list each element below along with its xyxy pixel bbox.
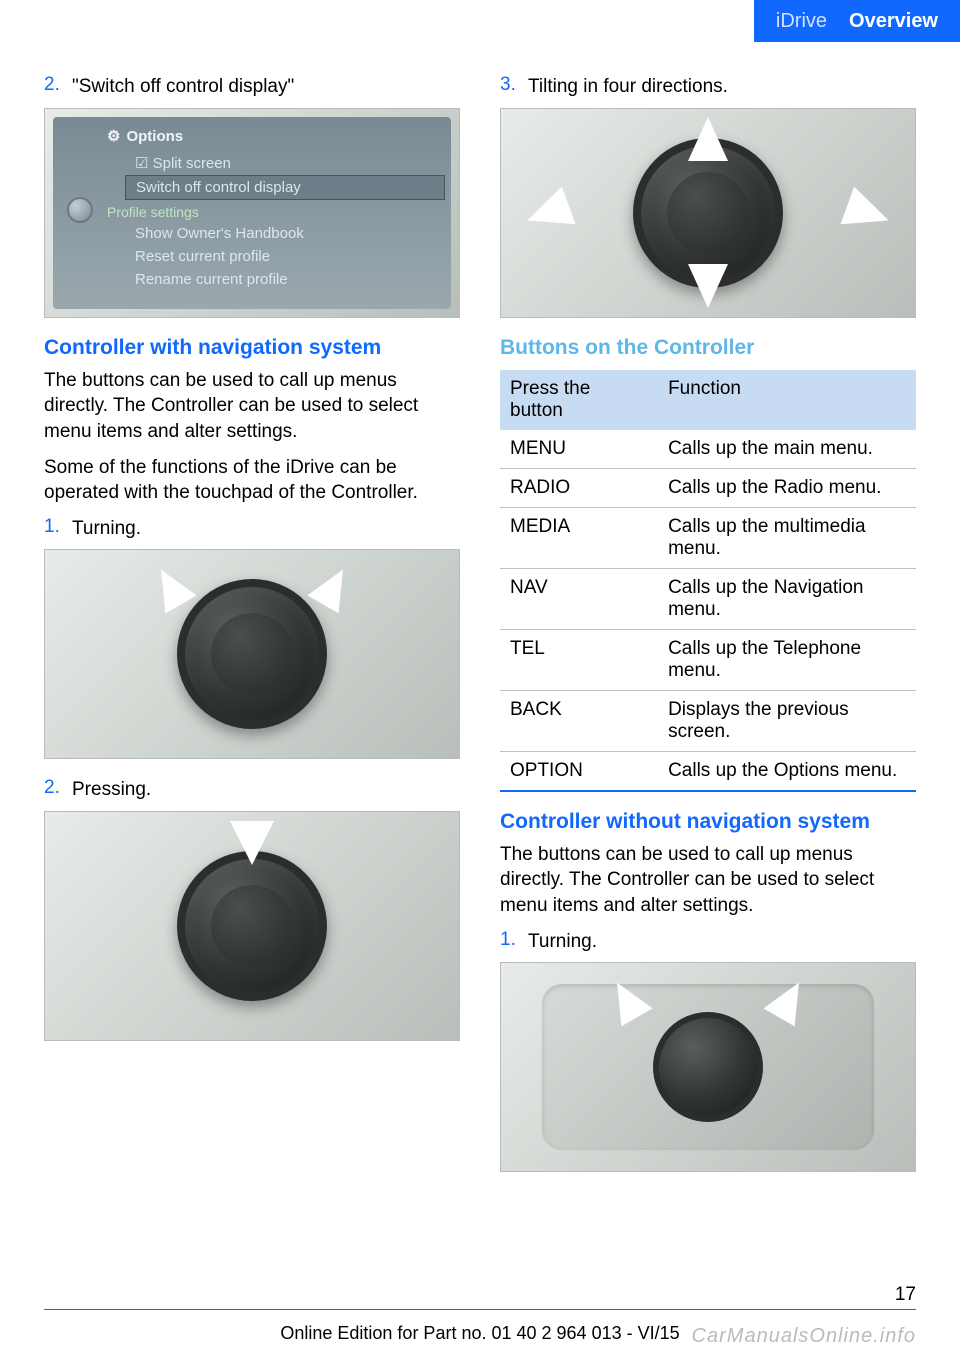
- press-arrow-icon: [230, 821, 274, 865]
- list-text: Turning.: [72, 516, 141, 542]
- options-row-text: Split screen: [153, 155, 231, 172]
- footer-divider: [44, 1309, 916, 1310]
- left-column: 2. "Switch off control display" ⚙ Options…: [44, 74, 460, 1190]
- table-cell-button: MEDIA: [500, 507, 658, 568]
- options-title: ⚙ Options: [107, 127, 445, 145]
- table-header-function: Function: [658, 370, 916, 430]
- controller-knob-icon: [177, 579, 327, 729]
- rotate-arrow-icon: [145, 561, 196, 614]
- right-column: 3. Tilting in four directions. Buttons o…: [500, 74, 916, 1190]
- content-area: 2. "Switch off control display" ⚙ Options…: [0, 42, 960, 1190]
- options-screen-illustration: ⚙ Options ☑ Split screen Switch off contr…: [44, 108, 460, 318]
- table-cell-button: OPTION: [500, 751, 658, 791]
- list-item-2: 2. "Switch off control display": [44, 74, 460, 100]
- step-2-pressing: 2. Pressing.: [44, 777, 460, 803]
- options-row-switch-selected: Switch off control display: [125, 175, 445, 200]
- table-cell-button: BACK: [500, 690, 658, 751]
- table-row: NAV Calls up the Navigation menu.: [500, 568, 916, 629]
- table-header-button: Press the button: [500, 370, 658, 430]
- options-row-split: ☑ Split screen: [125, 151, 445, 175]
- paragraph-nonav: The buttons can be used to call up menus…: [500, 842, 916, 919]
- list-number: 2.: [44, 74, 72, 100]
- tilt-arrow-icon: [688, 264, 728, 308]
- controller-knob-small-icon: [653, 1012, 763, 1122]
- heading-controller-nav: Controller with navigation system: [44, 336, 460, 360]
- tilt-arrow-icon: [520, 186, 575, 239]
- paragraph-controller-1: The buttons can be used to call up menus…: [44, 368, 460, 445]
- table-cell-function: Calls up the multimedia menu.: [658, 507, 916, 568]
- table-row: MEDIA Calls up the multimedia menu.: [500, 507, 916, 568]
- table-cell-function: Calls up the Radio menu.: [658, 468, 916, 507]
- header-section: iDrive: [776, 10, 827, 33]
- list-text: Pressing.: [72, 777, 151, 803]
- tilt-arrow-icon: [688, 117, 728, 161]
- list-number: 3.: [500, 74, 528, 100]
- page-number: 17: [895, 1284, 916, 1306]
- table-cell-button: RADIO: [500, 468, 658, 507]
- nonav-turning-illustration: [500, 962, 916, 1172]
- options-screen: ⚙ Options ☑ Split screen Switch off contr…: [53, 117, 451, 309]
- buttons-table: Press the button Function MENU Calls up …: [500, 370, 916, 792]
- table-row: MENU Calls up the main menu.: [500, 430, 916, 469]
- gear-icon: ⚙: [107, 127, 120, 145]
- table-cell-function: Calls up the Navigation menu.: [658, 568, 916, 629]
- table-cell-function: Calls up the Options menu.: [658, 751, 916, 791]
- step-1-turning: 1. Turning.: [44, 516, 460, 542]
- heading-controller-nonav: Controller without navigation system: [500, 810, 916, 834]
- options-row-rename: Rename current profile: [125, 268, 445, 291]
- list-item-3: 3. Tilting in four directions.: [500, 74, 916, 100]
- table-row: TEL Calls up the Telephone menu.: [500, 629, 916, 690]
- list-number: 1.: [44, 516, 72, 542]
- list-number: 2.: [44, 777, 72, 803]
- table-cell-button: NAV: [500, 568, 658, 629]
- pressing-illustration: [44, 811, 460, 1041]
- checkbox-icon: ☑: [135, 155, 153, 172]
- table-row: OPTION Calls up the Options menu.: [500, 751, 916, 791]
- list-text: Tilting in four directions.: [528, 74, 728, 100]
- table-cell-button: TEL: [500, 629, 658, 690]
- options-row-reset: Reset current profile: [125, 245, 445, 268]
- list-text: Turning.: [528, 929, 597, 955]
- paragraph-controller-2: Some of the functions of the iDrive can …: [44, 455, 460, 506]
- options-title-text: Options: [126, 128, 183, 145]
- rotate-arrow-icon: [308, 561, 359, 614]
- header-blue-box: iDrive Overview: [754, 0, 960, 42]
- turning-illustration: [44, 549, 460, 759]
- table-cell-button: MENU: [500, 430, 658, 469]
- nonav-step-1: 1. Turning.: [500, 929, 916, 955]
- page-header: iDrive Overview: [0, 0, 960, 42]
- tilt-arrow-icon: [841, 186, 896, 239]
- table-cell-function: Calls up the Telephone menu.: [658, 629, 916, 690]
- table-cell-function: Calls up the main menu.: [658, 430, 916, 469]
- heading-buttons-controller: Buttons on the Controller: [500, 336, 916, 360]
- list-number: 1.: [500, 929, 528, 955]
- watermark-text: CarManualsOnline.info: [692, 1325, 916, 1348]
- table-row: BACK Displays the previous screen.: [500, 690, 916, 751]
- table-header-row: Press the button Function: [500, 370, 916, 430]
- header-chapter: Overview: [849, 10, 938, 33]
- options-section-profile: Profile settings: [107, 204, 445, 220]
- table-cell-function: Displays the previous screen.: [658, 690, 916, 751]
- tilting-illustration: [500, 108, 916, 318]
- controller-dot-icon: [67, 197, 93, 223]
- options-row-handbook: Show Owner's Handbook: [125, 222, 445, 245]
- controller-knob-icon: [177, 851, 327, 1001]
- table-row: RADIO Calls up the Radio menu.: [500, 468, 916, 507]
- list-text: "Switch off control display": [72, 74, 294, 100]
